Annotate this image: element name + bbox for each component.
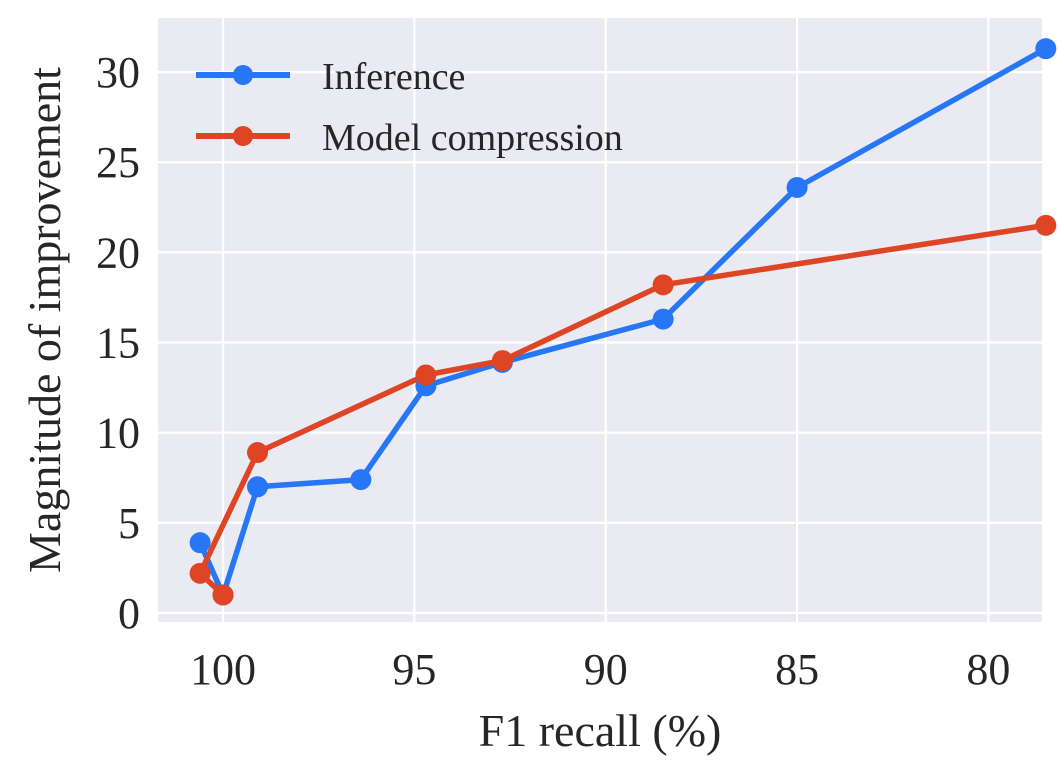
data-point-model-compression — [246, 442, 268, 464]
y-tick-label: 10 — [96, 409, 140, 458]
legend-marker-inference — [233, 65, 253, 85]
y-tick-label: 20 — [96, 228, 140, 277]
y-tick-label: 30 — [96, 48, 140, 97]
data-point-model-compression — [189, 562, 211, 584]
y-axis-label: Magnitude of improvement — [19, 67, 70, 573]
data-point-model-compression — [415, 364, 437, 386]
data-point-inference — [246, 476, 268, 498]
x-tick-label: 95 — [392, 645, 436, 694]
x-tick-label: 85 — [775, 645, 819, 694]
legend-marker-model-compression — [233, 126, 253, 146]
y-tick-label: 5 — [118, 499, 140, 548]
y-tick-label: 25 — [96, 138, 140, 187]
legend: Inference Model compression — [196, 56, 623, 159]
data-point-inference — [189, 532, 211, 554]
series-layer — [189, 38, 1057, 606]
data-point-inference — [786, 176, 808, 198]
data-point-model-compression — [212, 584, 234, 606]
data-point-inference — [350, 469, 372, 491]
data-point-inference — [652, 308, 674, 330]
plot-background — [158, 18, 1042, 622]
x-tick-label: 90 — [584, 645, 628, 694]
y-tick-label: 15 — [96, 319, 140, 368]
data-point-model-compression — [491, 350, 513, 372]
legend-label-inference: Inference — [322, 56, 465, 98]
data-point-model-compression — [1035, 214, 1057, 236]
data-point-model-compression — [652, 274, 674, 296]
x-tick-labels: 100 95 90 85 80 — [190, 645, 1010, 694]
x-tick-label: 80 — [966, 645, 1010, 694]
y-tick-labels: 0 5 10 15 20 25 30 — [96, 48, 140, 638]
x-axis-label: F1 recall (%) — [479, 705, 722, 756]
data-point-inference — [1035, 38, 1057, 60]
x-tick-label: 100 — [190, 645, 256, 694]
legend-label-model-compression: Model compression — [322, 117, 623, 159]
grid-lines — [158, 18, 1042, 622]
y-tick-label: 0 — [118, 589, 140, 638]
